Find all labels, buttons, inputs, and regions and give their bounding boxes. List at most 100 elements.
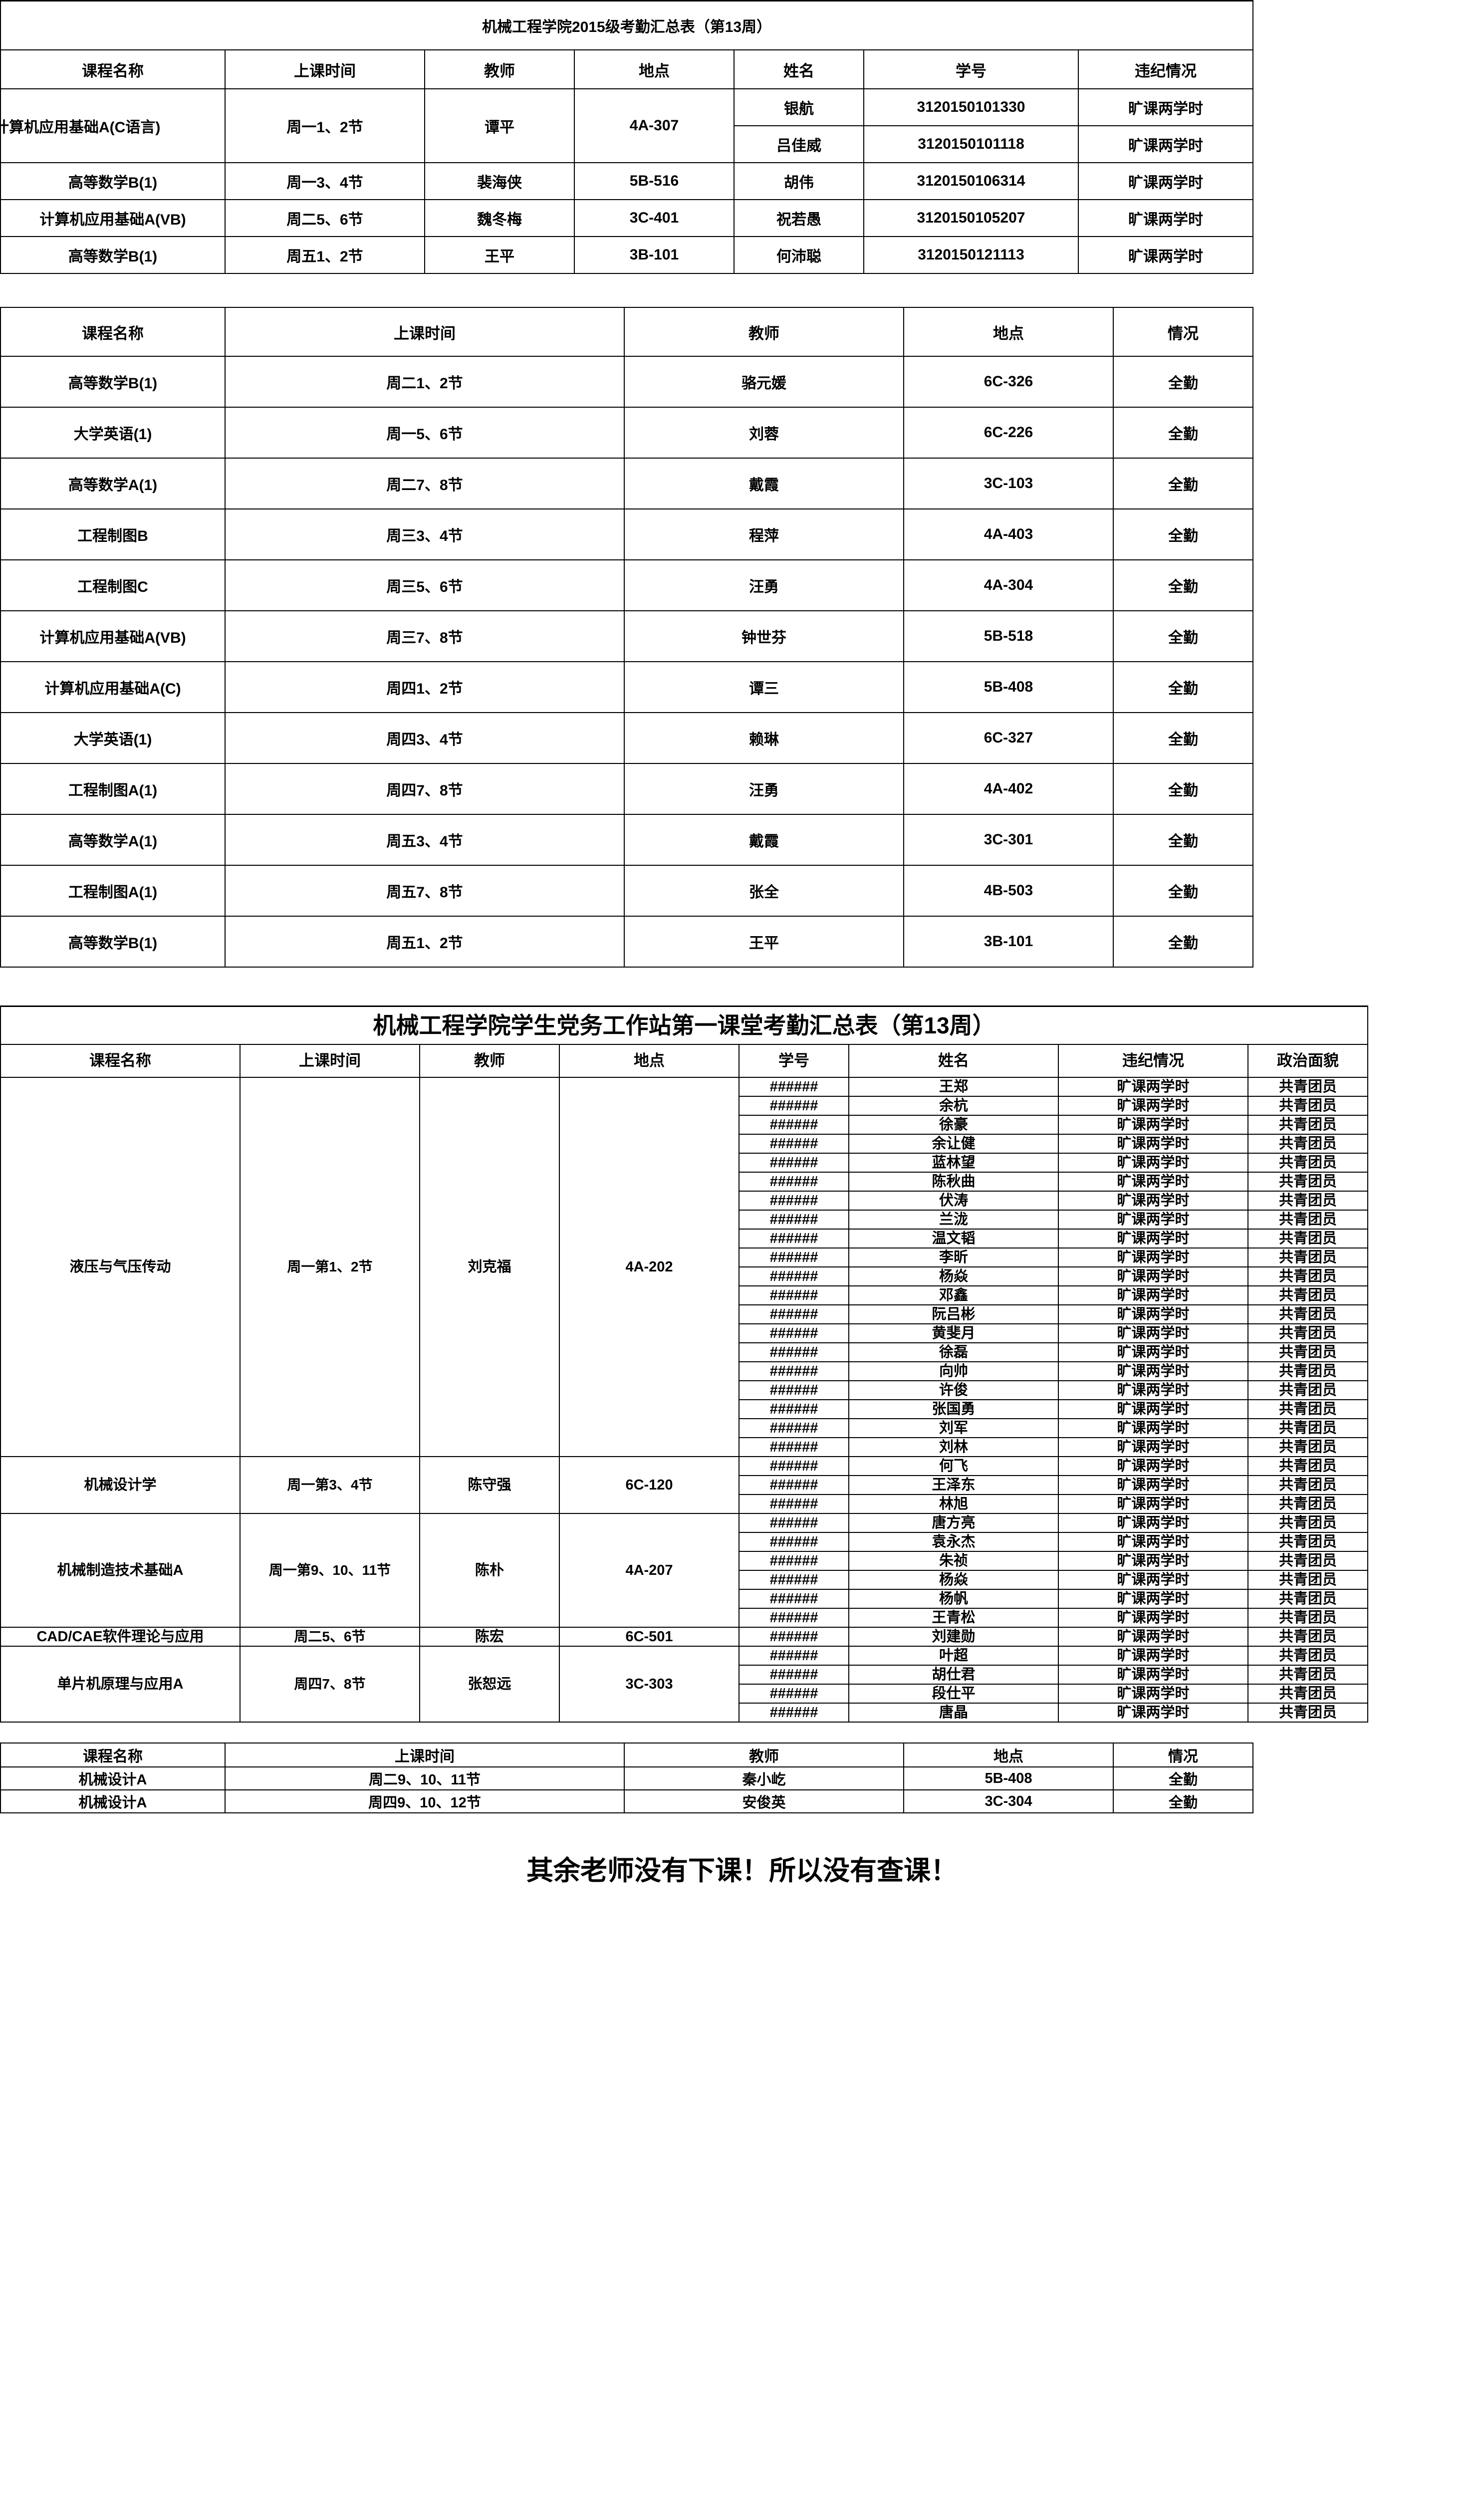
table3-header-student-id: 学号 (739, 1044, 849, 1078)
table3-violation: 旷课两学时 (1058, 1627, 1248, 1647)
table3-student-name: 刘林 (848, 1437, 1059, 1457)
table-row: ###### 余杭 旷课两学时 共青团员 (0, 1096, 1369, 1116)
table4-header-row: 课程名称 上课时间 教师 地点 情况 (0, 1743, 1253, 1767)
table2-status: 全勤 (1113, 814, 1253, 866)
table3-student-name: 朱祯 (848, 1551, 1059, 1571)
table3-teacher: 张恕远 (419, 1646, 560, 1723)
table3-student-id: ###### (739, 1115, 849, 1135)
table2-teacher: 赖琳 (624, 712, 904, 764)
table-row: ###### 刘军 旷课两学时 共青团员 (0, 1418, 1369, 1438)
table3-student-name: 李昕 (848, 1248, 1059, 1267)
table1-title-row: 机械工程学院2015级考勤汇总表（第13周） (0, 0, 1254, 50)
table3-political-status: 共青团员 (1247, 1437, 1369, 1457)
table2-place: 3C-103 (903, 458, 1114, 509)
attendance-violation-table-1: 机械工程学院2015级考勤汇总表（第13周） 课程名称 上课时间 教师 地点 姓… (0, 0, 1254, 274)
table-row: 大学英语(1) 周四3、4节 赖琳 6C-327 全勤 (0, 712, 1253, 764)
table2-time: 周四3、4节 (225, 712, 625, 764)
table2-place: 3C-301 (903, 814, 1114, 866)
table3-teacher: 陈宏 (419, 1627, 560, 1647)
table-row: ###### 朱祯 旷课两学时 共青团员 (0, 1551, 1369, 1571)
table2-teacher: 张全 (624, 865, 904, 917)
table3-political-status: 共青团员 (1247, 1532, 1369, 1552)
table2-teacher: 骆元媛 (624, 356, 904, 408)
table3-place: 6C-501 (559, 1627, 740, 1647)
table3-time: 周二5、6节 (240, 1627, 420, 1647)
table-row: 液压与气压传动 周一第1、2节 刘克福 4A-202 ###### 王郑 旷课两学时 共青团员 (0, 1077, 1369, 1457)
table4-place: 3C-304 (903, 1789, 1114, 1813)
table3-student-name: 王青松 (848, 1608, 1059, 1628)
table4-time: 周四9、10、12节 (225, 1789, 625, 1813)
table-row: 机械设计A 周二9、10、11节 秦小屹 5B-408 全勤 (0, 1766, 1253, 1790)
table3-violation: 旷课两学时 (1058, 1248, 1248, 1267)
table-row: ###### 许俊 旷课两学时 共青团员 (0, 1380, 1369, 1400)
table3-violation: 旷课两学时 (1058, 1513, 1248, 1533)
table-row: ###### 陈秋曲 旷课两学时 共青团员 (0, 1172, 1369, 1192)
table2-place: 5B-518 (903, 610, 1114, 662)
table-row: ###### 黄斐月 旷课两学时 共青团员 (0, 1323, 1369, 1343)
table2-time: 周二7、8节 (225, 458, 625, 509)
table3-student-name: 胡仕君 (848, 1665, 1059, 1685)
table3-student-name: 叶超 (848, 1646, 1059, 1666)
table2-header-place: 地点 (903, 307, 1114, 357)
table-row: ###### 兰泷 旷课两学时 共青团员 (0, 1210, 1369, 1230)
table3-teacher: 陈守强 (419, 1456, 560, 1514)
table-row: ###### 胡仕君 旷课两学时 共青团员 (0, 1665, 1369, 1685)
table1-place: 3C-401 (574, 199, 735, 237)
table3-political-status: 共青团员 (1247, 1627, 1369, 1647)
table-row: 大学英语(1) 周一5、6节 刘蓉 6C-226 全勤 (0, 407, 1253, 459)
table-row: 工程制图C 周三5、6节 汪勇 4A-304 全勤 (0, 559, 1253, 611)
table3-course: 单片机原理与应用A (0, 1646, 241, 1723)
table1-header-place: 地点 (574, 49, 735, 89)
table2-status: 全勤 (1113, 458, 1253, 509)
table3-student-id: ###### (739, 1153, 849, 1173)
table2-place: 4A-403 (903, 508, 1114, 560)
table1-violation: 旷课两学时 (1077, 236, 1254, 274)
table3-political-status: 共青团员 (1247, 1229, 1369, 1248)
table3-violation: 旷课两学时 (1058, 1684, 1248, 1704)
table1-violation: 旷课两学时 (1077, 88, 1254, 126)
table3-student-id: ###### (739, 1665, 849, 1685)
table3-student-id: ###### (739, 1513, 849, 1533)
table3-time: 周一第1、2节 (240, 1077, 420, 1457)
table2-teacher: 汪勇 (624, 763, 904, 815)
table-row: ###### 林旭 旷课两学时 共青团员 (0, 1494, 1369, 1514)
table2-course: 高等数学A(1) (0, 458, 226, 509)
table1-place: 5B-516 (574, 162, 735, 200)
table3-student-id: ###### (739, 1248, 849, 1267)
table3-student-id: ###### (739, 1589, 849, 1609)
table3-political-status: 共青团员 (1247, 1665, 1369, 1685)
table3-student-name: 袁永杰 (848, 1532, 1059, 1552)
table-row: ###### 王泽东 旷课两学时 共青团员 (0, 1475, 1369, 1495)
table3-student-id: ###### (739, 1437, 849, 1457)
table3-place: 6C-120 (559, 1456, 740, 1514)
table3-violation: 旷课两学时 (1058, 1096, 1248, 1116)
full-attendance-table-4: 课程名称 上课时间 教师 地点 情况 机械设计A 周二9、10、11节 秦小屹 5B-… (0, 1743, 1253, 1813)
table3-student-id: ###### (739, 1134, 849, 1154)
table3-political-status: 共青团员 (1247, 1134, 1369, 1154)
table1-violation: 旷课两学时 (1077, 125, 1254, 163)
table3-political-status: 共青团员 (1247, 1418, 1369, 1438)
table3-student-name: 林旭 (848, 1494, 1059, 1514)
table3-course: 机械制造技术基础A (0, 1513, 241, 1628)
table1-header-name: 姓名 (734, 49, 864, 89)
table1-student-name: 胡伟 (734, 162, 864, 200)
table-row: ###### 段仕平 旷课两学时 共青团员 (0, 1684, 1369, 1704)
table1-violation: 旷课两学时 (1077, 199, 1254, 237)
table-row: ###### 伏涛 旷课两学时 共青团员 (0, 1191, 1369, 1211)
table2-place: 4A-402 (903, 763, 1114, 815)
table3-violation: 旷课两学时 (1058, 1608, 1248, 1628)
table3-student-id: ###### (739, 1172, 849, 1192)
table-row: 工程制图A(1) 周五7、8节 张全 4B-503 全勤 (0, 865, 1253, 917)
table-row: ###### 杨帆 旷课两学时 共青团员 (0, 1589, 1369, 1609)
table2-status: 全勤 (1113, 712, 1253, 764)
table3-political-status: 共青团员 (1247, 1380, 1369, 1400)
table1-teacher: 谭平 (424, 88, 575, 163)
table3-time: 周一第3、4节 (240, 1456, 420, 1514)
table3-political-status: 共青团员 (1247, 1323, 1369, 1343)
table3-violation: 旷课两学时 (1058, 1703, 1248, 1723)
table2-header-status: 情况 (1113, 307, 1253, 357)
table2-teacher: 戴霞 (624, 814, 904, 866)
table3-student-id: ###### (739, 1703, 849, 1723)
table4-course: 机械设计A (0, 1789, 226, 1813)
table3-student-name: 余杭 (848, 1096, 1059, 1116)
